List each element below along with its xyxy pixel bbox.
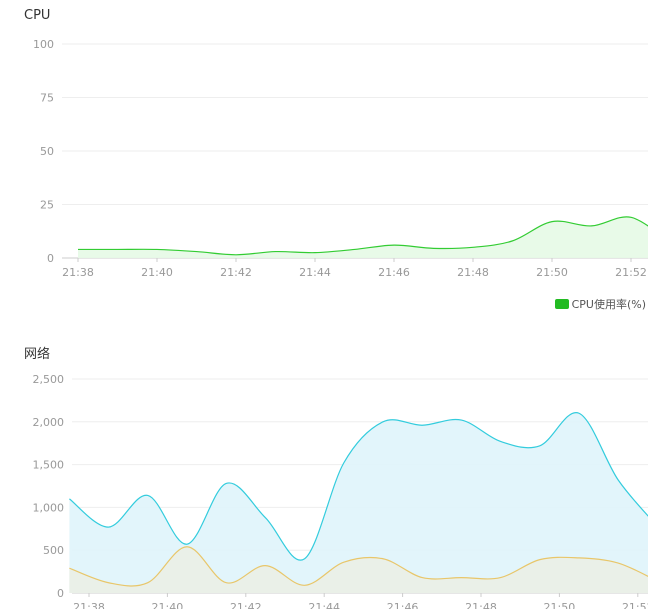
network-x-tick-label: 21:52 [622,601,648,609]
network-x-tick-label: 21:46 [387,601,419,609]
cpu-x-tick-label: 21:52 [615,266,647,279]
cpu-chart: 0 25 50 75 100 21:38 21:40 21:42 21:44 21:46 21:48… [33,38,648,279]
network-y-tick-label: 2,500 [33,373,65,386]
cpu-x-tick-label: 21:44 [299,266,331,279]
cpu-y-tick-label: 25 [40,199,54,212]
network-series-0-line [69,412,648,561]
cpu-x-tick-label: 21:42 [220,266,252,279]
network-x-tick-label: 21:40 [152,601,184,609]
cpu-series-0-area [78,216,648,258]
cpu-x-tick-label: 21:40 [141,266,173,279]
cpu-legend-swatch [554,299,569,309]
network-y-tick-label: 2,000 [33,416,65,429]
network-series-1-line [69,546,648,587]
network-x-tick-label: 21:50 [544,601,576,609]
cpu-y-tick-label: 0 [47,252,54,265]
cpu-legend[interactable]: CPU使用率(%) [554,296,646,312]
cpu-chart-title: CPU [24,8,51,23]
network-y-tick-label: 1,000 [33,501,65,514]
cpu-x-tick-label: 21:46 [378,266,410,279]
network-chart-title: 网络 [24,347,51,362]
cpu-x-tick-label: 21:50 [536,266,568,279]
network-y-tick-label: 0 [57,587,64,600]
network-y-tick-label: 1,500 [33,459,65,472]
cpu-y-tick-label: 75 [40,92,54,105]
cpu-y-tick-label: 100 [33,38,54,51]
network-x-tick-label: 21:38 [73,601,105,609]
network-series-0-area [69,412,648,593]
network-x-tick-label: 21:44 [308,601,340,609]
network-series-1-area [69,546,648,593]
cpu-x-tick-label: 21:48 [457,266,489,279]
cpu-series-0-line [78,216,648,256]
cpu-y-tick-label: 50 [40,145,54,158]
network-x-tick-label: 21:42 [230,601,262,609]
network-x-tick-label: 21:48 [465,601,497,609]
cpu-x-tick-label: 21:38 [62,266,94,279]
network-y-tick-label: 500 [43,544,64,557]
cpu-legend-label: CPU使用率(%) [571,298,646,311]
